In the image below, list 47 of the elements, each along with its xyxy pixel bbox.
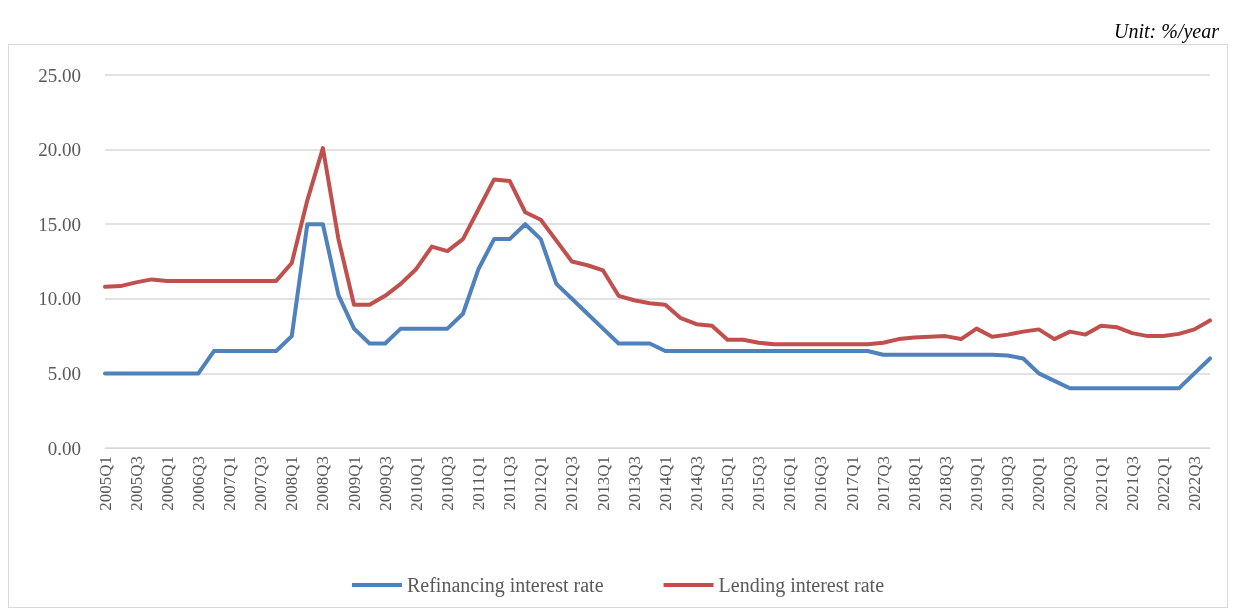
x-tick-label: 2012Q1 [531, 456, 551, 511]
line-series [103, 146, 1212, 347]
x-tick-label: 2009Q3 [375, 456, 395, 511]
x-tick-label: 2016Q3 [811, 456, 831, 511]
x-tick-label: 2006Q3 [188, 456, 208, 511]
x-tick-label: 2020Q1 [1029, 456, 1049, 511]
x-tick-label: 2012Q3 [562, 456, 582, 511]
x-tick-label: 2014Q3 [686, 456, 706, 511]
line-series [103, 222, 1212, 391]
x-tick-label: 2011Q3 [500, 456, 520, 511]
x-tick-label: 2005Q3 [126, 456, 146, 511]
x-tick-label: 2019Q3 [998, 456, 1018, 511]
x-tick-label: 2008Q3 [313, 456, 333, 511]
legend-label: Refinancing interest rate [406, 574, 604, 597]
x-tick-label: 2016Q1 [780, 456, 800, 511]
x-tick-label: 2022Q3 [1184, 456, 1204, 511]
x-tick-label: 2005Q1 [95, 456, 115, 511]
text: Unit: %/year [1114, 20, 1220, 43]
x-tick-label: 2019Q1 [967, 456, 987, 511]
x-tick-label: 2021Q1 [1091, 456, 1111, 511]
x-tick-label: 2021Q3 [1122, 456, 1142, 511]
x-tick-label: 2013Q3 [624, 456, 644, 511]
x-tick-label: 2013Q1 [593, 456, 613, 511]
x-tick-label: 2018Q3 [935, 456, 955, 511]
y-tick-label: 15.00 [38, 213, 81, 235]
y-tick-label: 10.00 [38, 288, 81, 310]
y-tick-label: 25.00 [38, 64, 81, 86]
x-tick-label: 2009Q1 [344, 456, 364, 511]
legend-label: Lending interest rate [718, 574, 885, 597]
y-tick-label: 5.00 [47, 362, 81, 384]
x-tick-label: 2011Q1 [469, 456, 489, 511]
x-tick-label: 2008Q1 [282, 456, 302, 511]
x-tick-label: 2022Q1 [1153, 456, 1173, 511]
x-tick-label: 2020Q3 [1060, 456, 1080, 511]
y-tick-label: 20.00 [38, 139, 81, 161]
x-tick-label: 2017Q1 [842, 456, 862, 511]
x-tick-label: 2007Q1 [220, 456, 240, 511]
y-tick-label: 0.00 [47, 437, 81, 459]
x-tick-label: 2018Q1 [904, 456, 924, 511]
x-tick-label: 2010Q3 [437, 456, 457, 511]
x-tick-label: 2015Q3 [749, 456, 769, 511]
x-tick-label: 2007Q3 [251, 456, 271, 511]
x-tick-label: 2014Q1 [655, 456, 675, 511]
x-tick-label: 2006Q1 [157, 456, 177, 511]
x-tick-label: 2010Q1 [406, 456, 426, 511]
x-tick-label: 2017Q3 [873, 456, 893, 511]
x-tick-label: 2015Q1 [718, 456, 738, 511]
